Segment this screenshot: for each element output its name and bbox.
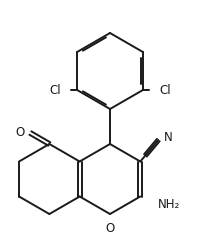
Text: O: O [15,126,24,140]
Text: N: N [164,130,173,144]
Text: Cl: Cl [50,83,61,97]
Text: NH₂: NH₂ [158,198,181,211]
Text: Cl: Cl [159,83,170,97]
Text: O: O [105,222,115,235]
